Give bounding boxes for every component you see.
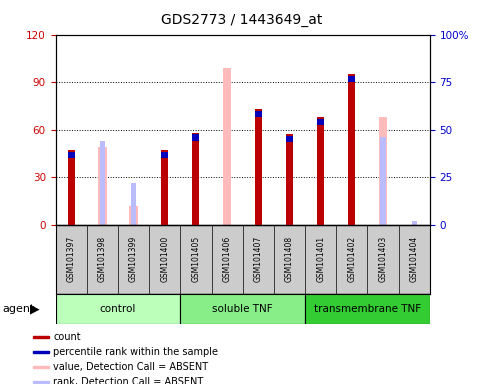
- Bar: [305, 295, 430, 324]
- Bar: [33, 336, 49, 338]
- Bar: [99, 141, 105, 225]
- Bar: [56, 295, 180, 324]
- Text: GSM101398: GSM101398: [98, 236, 107, 282]
- Text: GSM101408: GSM101408: [285, 236, 294, 282]
- Text: GSM101402: GSM101402: [347, 236, 356, 282]
- Bar: [161, 152, 168, 158]
- Bar: [255, 111, 262, 117]
- Bar: [68, 150, 75, 225]
- Bar: [161, 150, 168, 225]
- Bar: [223, 68, 231, 225]
- Bar: [286, 134, 293, 225]
- Text: soluble TNF: soluble TNF: [213, 304, 273, 314]
- Bar: [380, 137, 386, 225]
- Text: rank, Detection Call = ABSENT: rank, Detection Call = ABSENT: [53, 377, 204, 384]
- Bar: [317, 119, 324, 125]
- Text: GSM101399: GSM101399: [129, 236, 138, 282]
- Bar: [129, 206, 138, 225]
- Bar: [192, 134, 199, 141]
- Text: GSM101407: GSM101407: [254, 236, 263, 282]
- Text: GSM101404: GSM101404: [410, 236, 419, 282]
- Text: GSM101406: GSM101406: [223, 236, 232, 282]
- Bar: [33, 351, 49, 353]
- Text: GSM101397: GSM101397: [67, 236, 76, 282]
- Bar: [98, 147, 107, 225]
- Text: transmembrane TNF: transmembrane TNF: [314, 304, 421, 314]
- Bar: [286, 136, 293, 142]
- Text: GSM101405: GSM101405: [191, 236, 200, 282]
- Text: GSM101400: GSM101400: [160, 236, 169, 282]
- Text: value, Detection Call = ABSENT: value, Detection Call = ABSENT: [53, 362, 209, 372]
- Bar: [33, 381, 49, 383]
- Bar: [348, 76, 355, 82]
- Text: ▶: ▶: [30, 303, 40, 316]
- Bar: [68, 152, 75, 158]
- Bar: [412, 221, 417, 225]
- Bar: [33, 366, 49, 368]
- Bar: [379, 117, 387, 225]
- Bar: [348, 74, 355, 225]
- Bar: [180, 295, 305, 324]
- Text: GDS2773 / 1443649_at: GDS2773 / 1443649_at: [161, 13, 322, 27]
- Bar: [224, 226, 230, 233]
- Text: control: control: [100, 304, 136, 314]
- Text: count: count: [53, 332, 81, 342]
- Text: GSM101401: GSM101401: [316, 236, 325, 282]
- Bar: [192, 133, 199, 225]
- Bar: [131, 183, 136, 225]
- Bar: [317, 117, 324, 225]
- Bar: [255, 109, 262, 225]
- Text: agent: agent: [2, 304, 35, 314]
- Text: GSM101403: GSM101403: [379, 236, 387, 282]
- Text: percentile rank within the sample: percentile rank within the sample: [53, 347, 218, 357]
